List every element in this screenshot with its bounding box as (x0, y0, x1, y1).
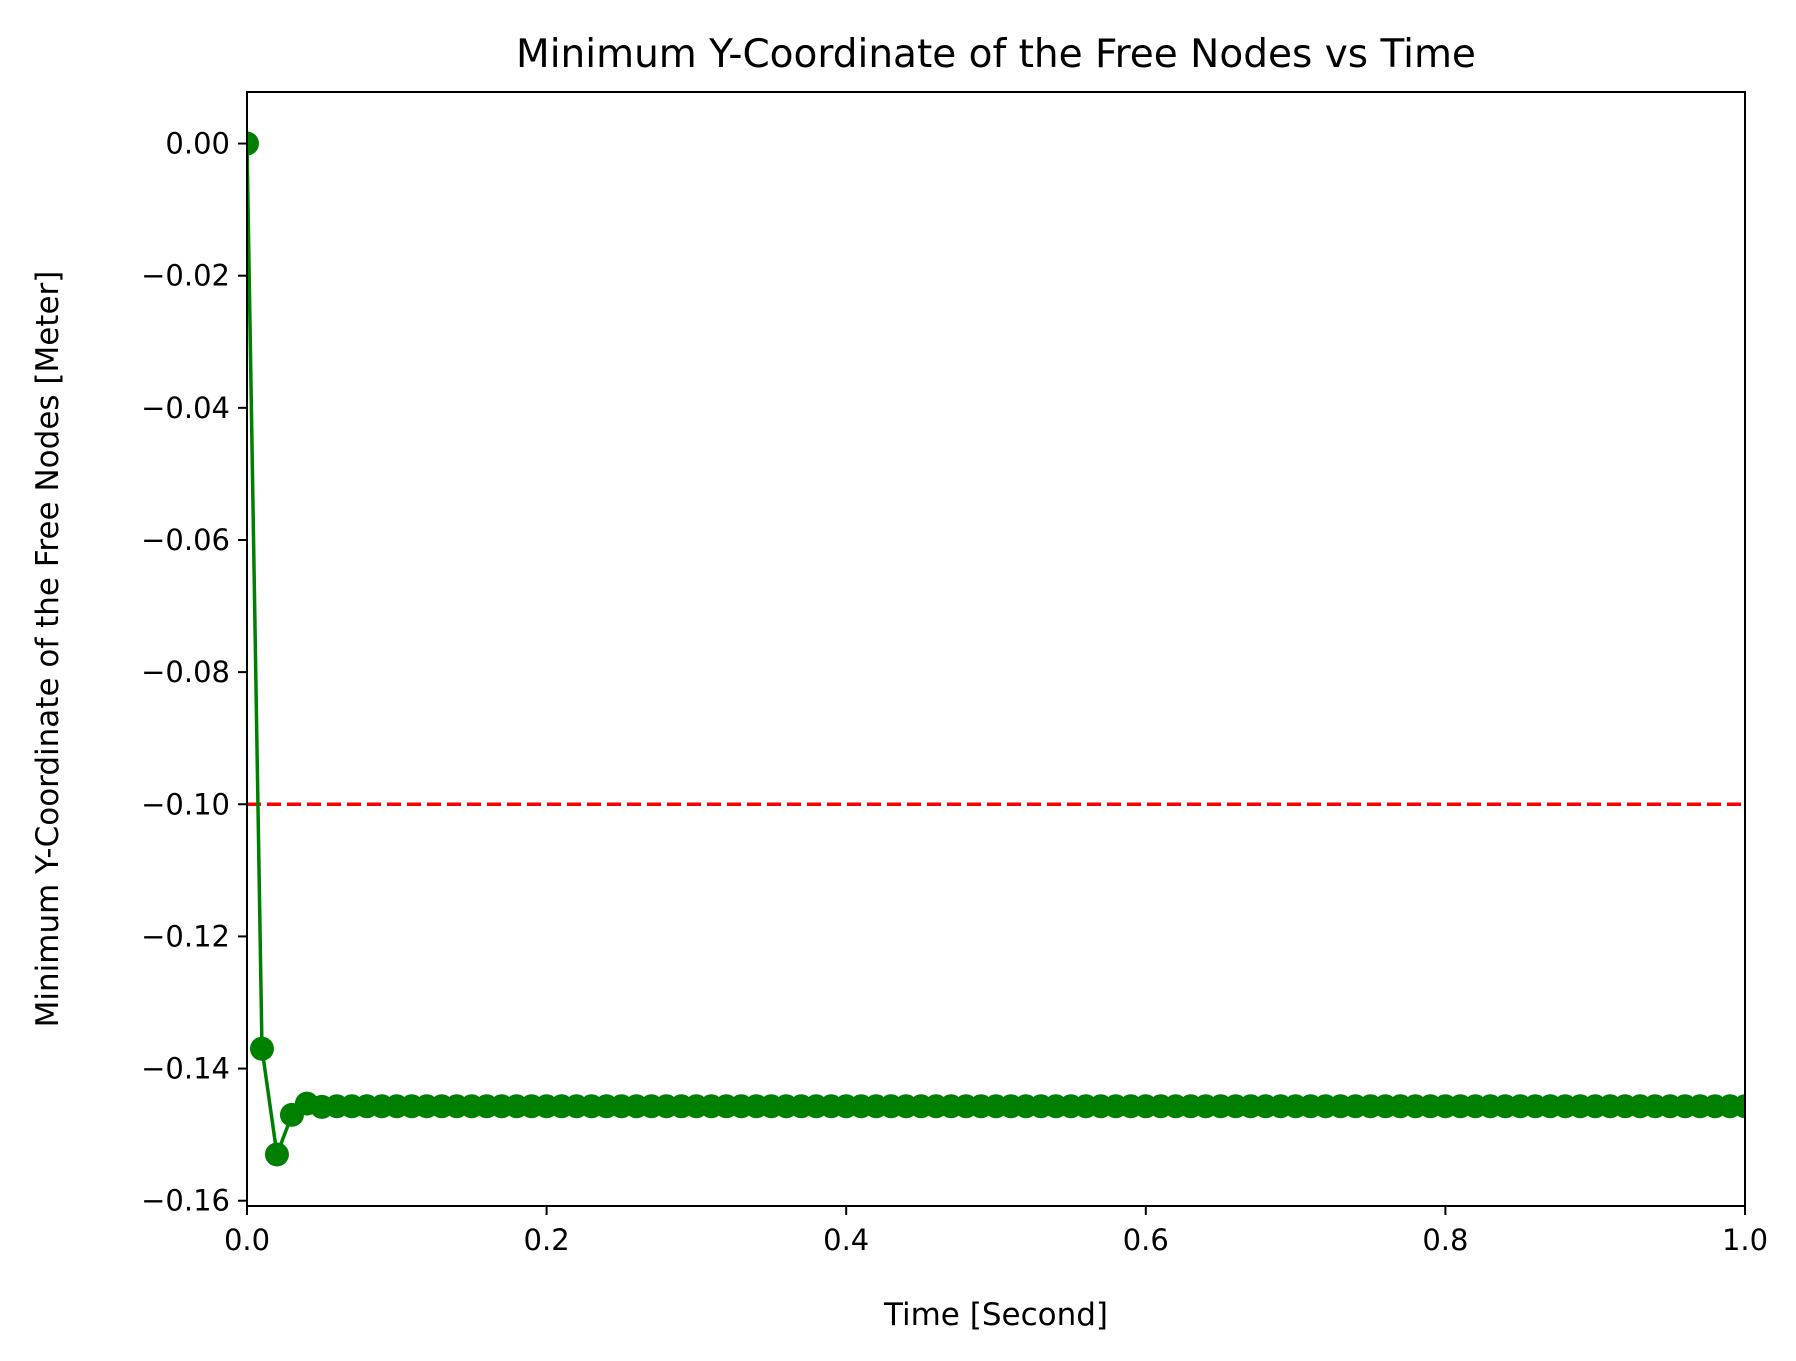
y-tick-label: −0.12 (141, 919, 230, 953)
series-line (247, 143, 1745, 1157)
chart-title: Minimum Y-Coordinate of the Free Nodes v… (516, 32, 1476, 77)
plot-area (247, 131, 1745, 1167)
data-point (264, 1142, 289, 1167)
y-tick-label: −0.14 (141, 1052, 230, 1086)
y-tick-label: −0.08 (141, 655, 230, 689)
x-axis-label: Time [Second] (883, 1297, 1108, 1333)
y-tick-label: −0.06 (141, 523, 230, 557)
y-tick-label: −0.04 (141, 391, 230, 425)
y-tick-label: −0.10 (141, 787, 230, 821)
x-tick-label: 1.0 (1722, 1223, 1768, 1257)
x-tick-label: 0.0 (224, 1223, 270, 1257)
x-tick-label: 0.4 (823, 1223, 869, 1257)
x-tick-label: 0.6 (1123, 1223, 1169, 1257)
data-point (1733, 1094, 1745, 1119)
plot-inner (247, 131, 1745, 1167)
x-tick-label: 0.2 (524, 1223, 570, 1257)
data-point (249, 1036, 274, 1061)
y-axis-label: Minimum Y-Coordinate of the Free Nodes [… (30, 271, 66, 1028)
plot-frame (246, 91, 1746, 1207)
y-tick-label: −0.02 (141, 259, 230, 293)
y-axis: 0.00 −0.02 −0.04 −0.06 −0.08 −0.10 −0.12 −0.14 −… (141, 127, 247, 1218)
x-axis: 0.0 0.2 0.4 0.6 0.8 1.0 (224, 1206, 1768, 1257)
x-tick-label: 0.8 (1422, 1223, 1468, 1257)
data-point (247, 131, 259, 156)
y-tick-label: −0.16 (141, 1184, 230, 1218)
y-tick-label: 0.00 (165, 127, 230, 161)
